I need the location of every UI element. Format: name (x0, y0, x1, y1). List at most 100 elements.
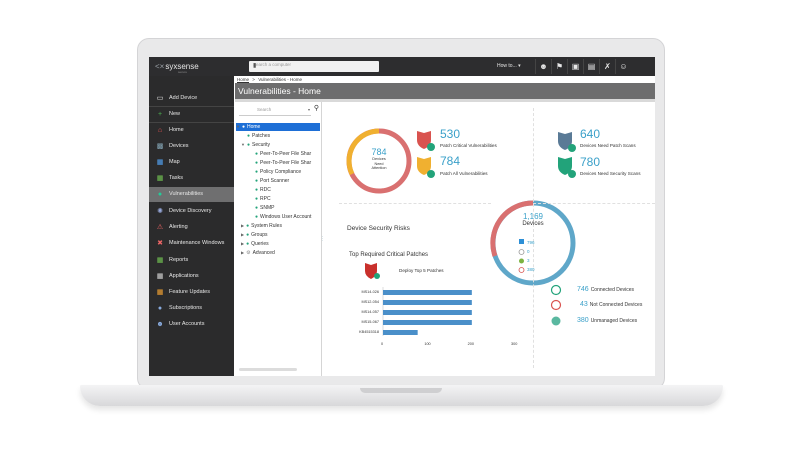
sidebar-item-device-discovery[interactable]: ✺ Device Discovery (149, 204, 234, 219)
sidebar-item-devices[interactable]: ▩ Devices (149, 139, 234, 154)
tree-node-p2p-2[interactable]: ● Peer-To-Peer File Shar (255, 159, 311, 167)
collapse-icon[interactable]: ▶ (241, 241, 245, 246)
deploy-top-patches-label[interactable]: Deploy Top 5 Patches (399, 268, 444, 273)
tree-node-label: Queries (251, 241, 269, 247)
check-badge-icon (374, 273, 380, 279)
top-bar: <× syxsense secure Search a computer ▮ H… (149, 57, 655, 76)
monitor-add-icon: ▭ (156, 95, 164, 102)
attention-number: 784 (371, 147, 387, 157)
search-icon[interactable]: ⚲ (313, 105, 319, 112)
collapse-icon[interactable]: ▶ (241, 232, 245, 237)
sidebar-item-vulnerabilities[interactable]: ● Vulnerabilities (149, 187, 234, 202)
sidebar-item-alerting[interactable]: ⚠ Alerting (149, 220, 234, 235)
sidebar-item-new[interactable]: + New (149, 107, 234, 123)
sidebar-item-user-accounts[interactable]: ☻ User Accounts (149, 317, 234, 332)
sidebar-item-home[interactable]: ⌂ Home (149, 123, 234, 138)
sidebar-item-map[interactable]: ▦ Map (149, 155, 234, 170)
x-tick-label: 100 (424, 342, 431, 346)
tree-node-policy-compliance[interactable]: ● Policy Compliance (255, 168, 301, 176)
sidebar-item-label: Subscriptions (169, 305, 203, 311)
tree-scrollbar[interactable] (239, 368, 297, 371)
unmanaged-devices[interactable]: 380 Unmanaged Devices (577, 317, 637, 324)
tree-node-system-rules[interactable]: ▶ ● System Rules (241, 222, 282, 230)
shield-icon: ● (246, 223, 250, 229)
mac-count: 0 (527, 249, 530, 254)
tree-node-security[interactable]: ▼ ● Security (241, 141, 270, 149)
smiley-icon[interactable]: ☺ (615, 59, 631, 74)
expand-icon[interactable]: ▼ (236, 124, 240, 129)
sidebar-item-label: Feature Updates (169, 289, 210, 295)
tree-node-groups[interactable]: ▶ ● Groups (241, 231, 268, 239)
sidebar-item-label: New (169, 111, 181, 117)
sidebar-item-maintenance-windows[interactable]: ✖ Maintenance Windows (149, 236, 234, 251)
connected-devices[interactable]: 746 Connected Devices (577, 286, 634, 293)
map-icon: ▦ (156, 159, 164, 166)
breadcrumb-separator: > (252, 77, 255, 82)
bar-category-label: MS14-057 (361, 310, 379, 314)
collapse-icon[interactable]: ▶ (241, 250, 245, 255)
patch-scans-label: Devices Need Patch Scans (580, 143, 636, 148)
patch-bar[interactable] (383, 310, 472, 315)
patch-all-number[interactable]: 784 (440, 154, 461, 168)
sidebar-item-subscriptions[interactable]: ● Subscriptions (149, 301, 234, 316)
tree-node-advanced[interactable]: ▶ ⚙ Advanced (241, 249, 275, 257)
patch-critical-label: Patch Critical Vulnerabilities (440, 143, 497, 148)
devices-widget[interactable]: 1,169 Devices (505, 212, 561, 227)
user-icon[interactable]: ☻ (535, 59, 551, 74)
breadcrumb-home[interactable]: Home (237, 77, 250, 82)
tree-node-label: Peer-To-Peer File Shar (260, 160, 312, 166)
flag-icon[interactable]: ⚑ (551, 59, 567, 74)
tree-node-rpc[interactable]: ● RPC (255, 195, 271, 203)
security-scans-number[interactable]: 780 (580, 155, 601, 169)
expand-icon[interactable]: ▼ (241, 142, 245, 147)
tree-search-input[interactable]: Search ▾ ⚲ (239, 105, 319, 116)
chat-icon[interactable]: ▣ (567, 59, 583, 74)
tree-node-label: Windows User Account (260, 214, 312, 220)
sidebar-item-label: Devices (169, 143, 189, 149)
patch-scans-number[interactable]: 640 (580, 127, 601, 141)
how-to-dropdown[interactable]: How to... ▾ (497, 61, 532, 72)
windows-icon: ▦ (156, 289, 164, 296)
shield-icon: ● (241, 124, 245, 130)
tree-node-queries[interactable]: ▶ ● Queries (241, 240, 269, 248)
patch-critical-number[interactable]: 530 (440, 127, 461, 141)
reports-icon: ▦ (156, 257, 164, 264)
tree-node-port-scanner[interactable]: ● Port Scanner (255, 177, 289, 185)
tree-node-snmp[interactable]: ● SNMP (255, 204, 274, 212)
sidebar-item-feature-updates[interactable]: ▦ Feature Updates (149, 285, 234, 300)
tree-node-label: Peer-To-Peer File Shar (260, 151, 312, 157)
sidebar-item-add-device[interactable]: ▭ Add Device (149, 91, 234, 107)
chevron-down-icon[interactable]: ▾ (307, 107, 310, 112)
home-icon: ⌂ (157, 127, 163, 134)
shield-icon: ● (255, 187, 259, 193)
unmanaged-label: Unmanaged Devices (590, 318, 638, 324)
patch-bar[interactable] (383, 300, 472, 305)
tree-node-patches[interactable]: ● Patches (247, 132, 270, 140)
sidebar: ▭ Add Device + New ⌂ Home ▩ Devices ▦ Map ▦ Ta… (149, 76, 234, 376)
tree-node-windows-user-account[interactable]: ● Windows User Account (255, 213, 311, 221)
how-to-label: How to... (497, 63, 517, 69)
microphone-icon[interactable]: ▮ (253, 63, 257, 69)
shield-icon: ● (255, 169, 259, 175)
search-input[interactable]: Search a computer ▮ (249, 61, 379, 72)
deploy-shield-icon[interactable] (365, 263, 377, 279)
sidebar-item-tasks[interactable]: ▦ Tasks (149, 171, 234, 186)
patch-bar[interactable] (383, 320, 472, 325)
collapse-icon[interactable]: ▶ (241, 223, 245, 228)
panel-resize-handle[interactable]: ⋮ (320, 236, 325, 242)
sidebar-item-reports[interactable]: ▦ Reports (149, 253, 234, 268)
sidebar-item-applications[interactable]: ▦ Applications (149, 269, 234, 284)
book-icon[interactable]: ▤ (583, 59, 599, 74)
tools-icon[interactable]: ✗ (599, 59, 615, 74)
patch-bar[interactable] (383, 330, 418, 335)
tree-node-label: RPC (260, 196, 271, 202)
not-connected-devices[interactable]: 43 Not Connected Devices (580, 301, 642, 308)
tree-node-p2p-1[interactable]: ● Peer-To-Peer File Shar (255, 150, 311, 158)
top-patches-title: Top Required Critical Patches (349, 252, 429, 258)
attention-widget[interactable]: 784 Devices Need Attention (364, 147, 394, 171)
patch-bar[interactable] (383, 290, 472, 295)
tree-node-rdc[interactable]: ● RDC (255, 186, 271, 194)
tree-node-home[interactable]: ▼ ● Home (236, 123, 320, 131)
tree-node-label: Patches (252, 133, 271, 139)
shield-icon: ● (255, 178, 259, 184)
